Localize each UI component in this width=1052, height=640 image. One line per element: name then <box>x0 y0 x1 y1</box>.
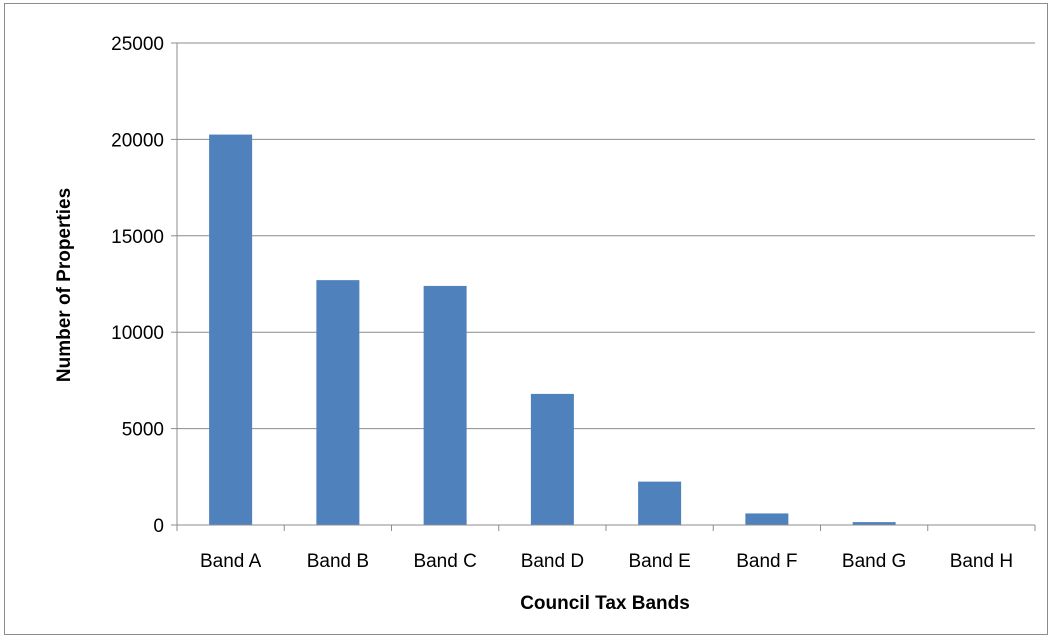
bar-band-c <box>423 285 467 525</box>
bar-band-f <box>745 513 789 525</box>
gridlines <box>177 42 1035 430</box>
y-axis-title: Number of Properties <box>54 188 75 382</box>
x-axis-title: Council Tax Bands <box>520 593 690 614</box>
x-tick-label: Band B <box>307 551 369 572</box>
x-tick-labels: Band A Band B Band C Band D Band E Band F Band… <box>200 551 1013 572</box>
bar-band-e <box>638 481 682 525</box>
x-tick-label: Band A <box>200 551 262 572</box>
x-tick-label: Band F <box>736 551 797 572</box>
y-tick-label: 15000 <box>111 227 164 248</box>
bars <box>209 134 1003 525</box>
y-tick-label: 25000 <box>111 34 164 55</box>
bar-band-d <box>530 393 574 525</box>
x-tick-label: Band G <box>842 551 906 572</box>
x-tick-label: Band C <box>413 551 476 572</box>
bar-band-g <box>852 522 896 525</box>
y-tick-label: 5000 <box>122 420 164 441</box>
y-tick-label: 0 <box>153 516 164 537</box>
chart-frame <box>4 3 1048 635</box>
y-tick-label: 10000 <box>111 323 164 344</box>
x-tick-label: Band E <box>628 551 690 572</box>
axes <box>171 42 1036 531</box>
y-tick-labels: 0 5000 10000 15000 20000 25000 <box>111 34 164 537</box>
x-tick-label: Band H <box>950 551 1013 572</box>
y-tick-label: 20000 <box>111 130 164 151</box>
x-tick-label: Band D <box>521 551 584 572</box>
bar-band-a <box>209 134 253 525</box>
bar-band-b <box>316 280 360 525</box>
